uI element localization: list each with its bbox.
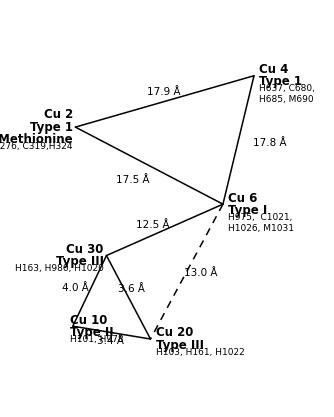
Text: 12.5 Å: 12.5 Å: [136, 220, 170, 230]
Text: 17.5 Å: 17.5 Å: [116, 175, 149, 185]
Text: H637, C680,
H685, M690: H637, C680, H685, M690: [259, 84, 315, 105]
Text: Cu 10: Cu 10: [70, 314, 108, 327]
Text: Cu 6: Cu 6: [228, 191, 258, 205]
Text: 17.9 Å: 17.9 Å: [147, 88, 180, 98]
Text: Cu 2: Cu 2: [43, 108, 73, 121]
Text: Type III: Type III: [56, 255, 104, 268]
Text: Type III: Type III: [156, 339, 204, 352]
Text: Cu 4: Cu 4: [259, 63, 289, 76]
Text: 3.6 Å: 3.6 Å: [118, 284, 145, 294]
Text: H103, H161, H1022: H103, H161, H1022: [156, 348, 244, 357]
Text: 3.4 Å: 3.4 Å: [97, 336, 124, 346]
Text: No Methionine: No Methionine: [0, 133, 73, 146]
Text: 17.8 Å: 17.8 Å: [253, 138, 286, 148]
Text: 13.0 Å: 13.0 Å: [184, 268, 218, 278]
Text: H975,  C1021,
H1026, M1031: H975, C1021, H1026, M1031: [228, 213, 294, 233]
Text: Type II: Type II: [70, 326, 114, 339]
Text: H101, H978: H101, H978: [70, 335, 124, 344]
Text: 4.0 Å: 4.0 Å: [62, 283, 89, 293]
Text: Type I: Type I: [228, 204, 268, 217]
Text: Cu 30: Cu 30: [66, 243, 104, 256]
Text: Cu 20: Cu 20: [156, 327, 193, 339]
Text: Type 1: Type 1: [30, 121, 73, 133]
Text: H163, H980, H1020: H163, H980, H1020: [15, 264, 104, 273]
Text: H276, C319,H324: H276, C319,H324: [0, 142, 73, 151]
Text: Type 1: Type 1: [259, 75, 302, 88]
